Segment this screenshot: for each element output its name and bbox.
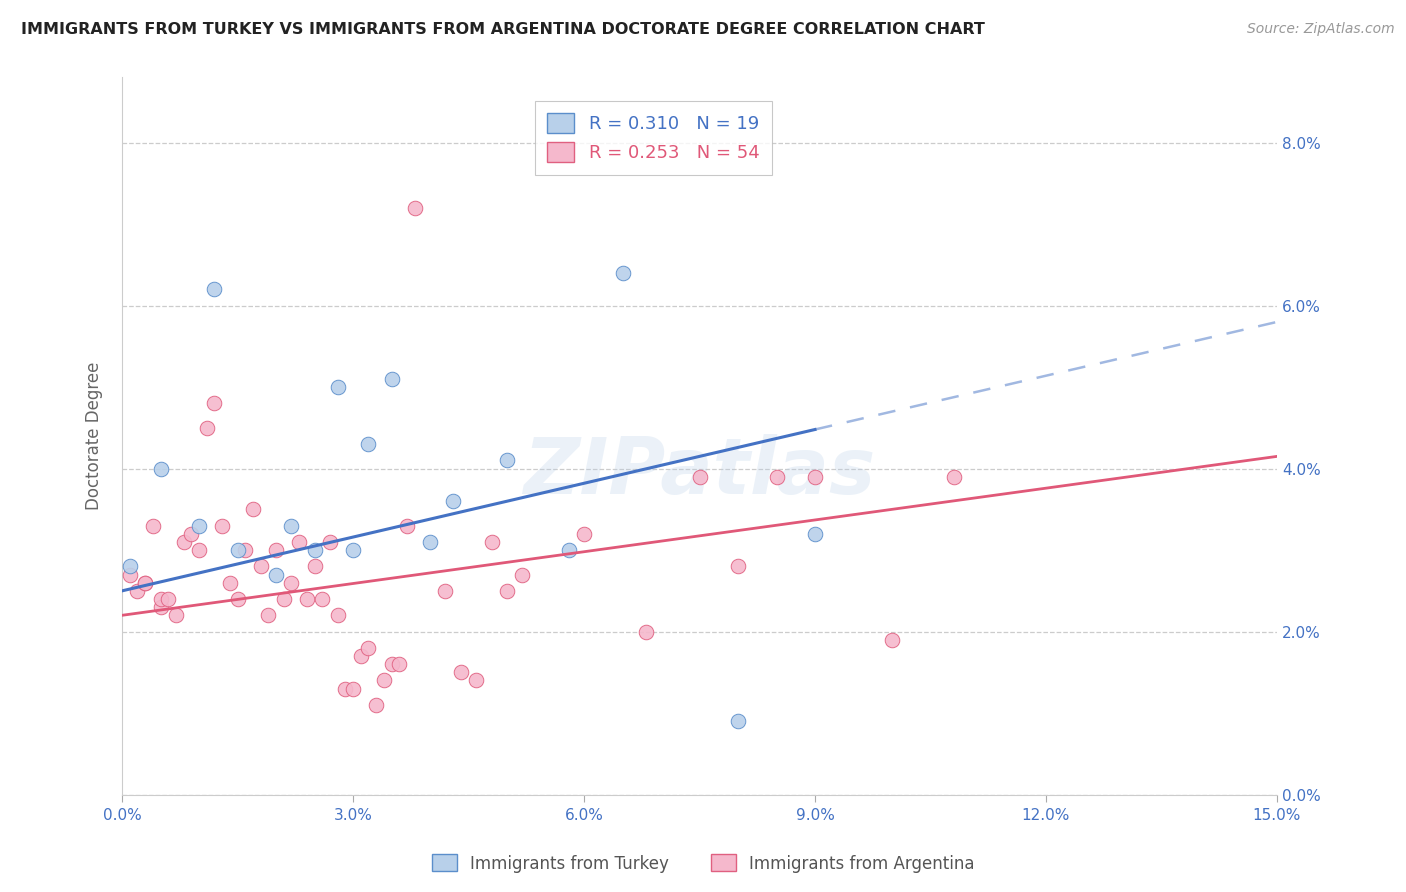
Point bbox=[242, 502, 264, 516]
Point bbox=[134, 575, 156, 590]
Point bbox=[481, 535, 503, 549]
Point bbox=[118, 559, 141, 574]
Point bbox=[465, 673, 488, 688]
Point bbox=[149, 592, 172, 607]
Point bbox=[512, 567, 534, 582]
Point bbox=[204, 282, 226, 296]
Point bbox=[612, 266, 634, 280]
Point bbox=[350, 648, 373, 663]
Point bbox=[264, 567, 287, 582]
Point bbox=[165, 608, 187, 623]
Point bbox=[357, 640, 380, 655]
Point bbox=[450, 665, 472, 680]
Point bbox=[149, 461, 172, 475]
Point bbox=[226, 543, 249, 558]
Point bbox=[419, 535, 441, 549]
Point bbox=[280, 518, 302, 533]
Point bbox=[180, 526, 202, 541]
Point bbox=[441, 494, 464, 508]
Point bbox=[765, 469, 787, 483]
Point bbox=[311, 592, 333, 607]
Point bbox=[342, 681, 364, 696]
Point bbox=[264, 543, 287, 558]
Point bbox=[326, 380, 349, 394]
Point bbox=[357, 437, 380, 451]
Point bbox=[380, 372, 402, 386]
Point bbox=[218, 575, 240, 590]
Text: IMMIGRANTS FROM TURKEY VS IMMIGRANTS FROM ARGENTINA DOCTORATE DEGREE CORRELATION: IMMIGRANTS FROM TURKEY VS IMMIGRANTS FRO… bbox=[21, 22, 986, 37]
Point bbox=[249, 559, 271, 574]
Point bbox=[280, 575, 302, 590]
Point bbox=[804, 526, 827, 541]
Point bbox=[173, 535, 195, 549]
Point bbox=[335, 681, 357, 696]
Point bbox=[304, 559, 326, 574]
Point bbox=[211, 518, 233, 533]
Point bbox=[434, 583, 457, 598]
Point bbox=[204, 396, 226, 410]
Point bbox=[342, 543, 364, 558]
Point bbox=[295, 592, 318, 607]
Point bbox=[188, 518, 211, 533]
Point bbox=[404, 201, 426, 215]
Point bbox=[727, 559, 749, 574]
Point bbox=[634, 624, 657, 639]
Point bbox=[288, 535, 311, 549]
Point bbox=[304, 543, 326, 558]
Text: ZIPatlas: ZIPatlas bbox=[523, 434, 876, 510]
Point bbox=[195, 421, 218, 435]
Point bbox=[157, 592, 180, 607]
Point bbox=[496, 453, 519, 467]
Y-axis label: Doctorate Degree: Doctorate Degree bbox=[86, 362, 103, 510]
Point bbox=[373, 673, 395, 688]
Point bbox=[188, 543, 211, 558]
Point bbox=[273, 592, 295, 607]
Point bbox=[226, 592, 249, 607]
Point bbox=[366, 698, 388, 712]
Text: Source: ZipAtlas.com: Source: ZipAtlas.com bbox=[1247, 22, 1395, 37]
Point bbox=[326, 608, 349, 623]
Point bbox=[257, 608, 280, 623]
Point bbox=[572, 526, 595, 541]
Point bbox=[142, 518, 165, 533]
Legend: R = 0.310   N = 19, R = 0.253   N = 54: R = 0.310 N = 19, R = 0.253 N = 54 bbox=[534, 101, 772, 175]
Point bbox=[942, 469, 965, 483]
Point bbox=[149, 600, 172, 615]
Point bbox=[496, 583, 519, 598]
Point bbox=[380, 657, 402, 672]
Point bbox=[118, 567, 141, 582]
Point bbox=[319, 535, 342, 549]
Point bbox=[557, 543, 579, 558]
Point bbox=[804, 469, 827, 483]
Point bbox=[727, 714, 749, 729]
Point bbox=[395, 518, 418, 533]
Point bbox=[127, 583, 149, 598]
Legend: Immigrants from Turkey, Immigrants from Argentina: Immigrants from Turkey, Immigrants from … bbox=[425, 847, 981, 880]
Point bbox=[880, 632, 903, 647]
Point bbox=[388, 657, 411, 672]
Point bbox=[233, 543, 256, 558]
Point bbox=[689, 469, 711, 483]
Point bbox=[134, 575, 156, 590]
